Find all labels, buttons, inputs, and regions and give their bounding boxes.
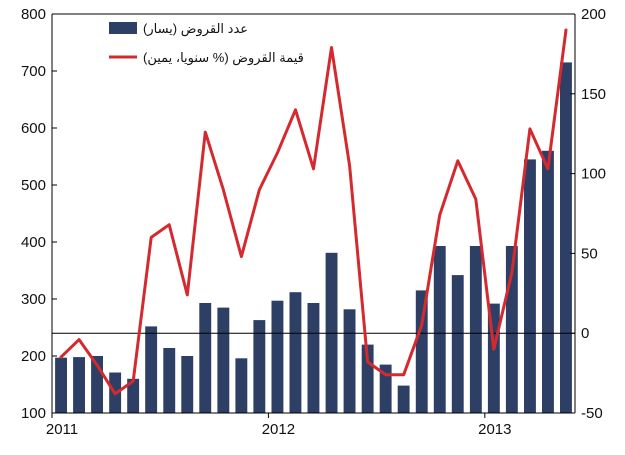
bar (505, 246, 518, 413)
left-axis-tick-label: 500 (21, 177, 46, 194)
legend-bar-swatch (109, 22, 137, 34)
bar (524, 159, 536, 413)
plot-area-frame (51, 13, 576, 414)
bar (163, 348, 176, 413)
bar-series-loan-count (55, 62, 572, 414)
bar (560, 62, 572, 414)
bar (235, 358, 248, 413)
bar (199, 303, 212, 413)
bar (217, 307, 230, 413)
right-axis-tick-label: 200 (581, 6, 606, 23)
x-axis-tick-label: 2012 (262, 421, 295, 438)
bar (289, 292, 302, 413)
right-y-axis: -50 0 50 100 150 200 (570, 6, 606, 422)
bar (127, 378, 140, 413)
bar (253, 320, 266, 413)
bar (55, 357, 67, 413)
left-axis-tick-label: 200 (21, 348, 46, 365)
right-axis-tick-label: 0 (581, 325, 589, 342)
bar (397, 385, 410, 413)
bar (181, 356, 194, 413)
right-axis-tick-label: -50 (581, 405, 603, 422)
x-axis-tick-label: 2011 (46, 421, 78, 438)
bar (487, 303, 500, 413)
legend: عدد القروض (يسار) قيمة القروض (% سنويا، … (109, 21, 304, 66)
right-axis-tick-label: 150 (581, 86, 606, 103)
bar (542, 150, 554, 414)
bar (361, 344, 374, 413)
bar (415, 290, 428, 413)
bar (433, 246, 446, 413)
bar (91, 356, 103, 413)
left-axis-tick-label: 400 (21, 234, 46, 251)
right-axis-tick-label: 100 (581, 166, 606, 183)
left-axis-tick-label: 100 (21, 405, 46, 422)
left-axis-tick-label: 300 (21, 291, 46, 308)
left-axis-tick-label: 600 (21, 120, 46, 137)
left-axis-tick-label: 800 (21, 6, 46, 23)
bar (145, 326, 158, 413)
bar (73, 357, 85, 413)
bar (343, 309, 356, 413)
bar (469, 246, 482, 413)
line-series-loan-value (59, 28, 568, 396)
x-axis: 2011 2012 2013 (46, 413, 512, 438)
left-axis-tick-label: 700 (21, 63, 46, 80)
bar (307, 303, 320, 413)
legend-label-loan-count: عدد القروض (يسار) (143, 21, 248, 37)
x-axis-tick-label: 2013 (478, 421, 511, 438)
bar (271, 300, 284, 413)
right-axis-tick-label: 50 (581, 245, 598, 262)
left-y-axis: 100 200 300 400 500 600 700 800 (21, 6, 57, 422)
bar (379, 364, 392, 413)
bar (451, 275, 464, 413)
legend-label-loan-value: قيمة القروض (% سنويا، يمين) (143, 50, 304, 66)
